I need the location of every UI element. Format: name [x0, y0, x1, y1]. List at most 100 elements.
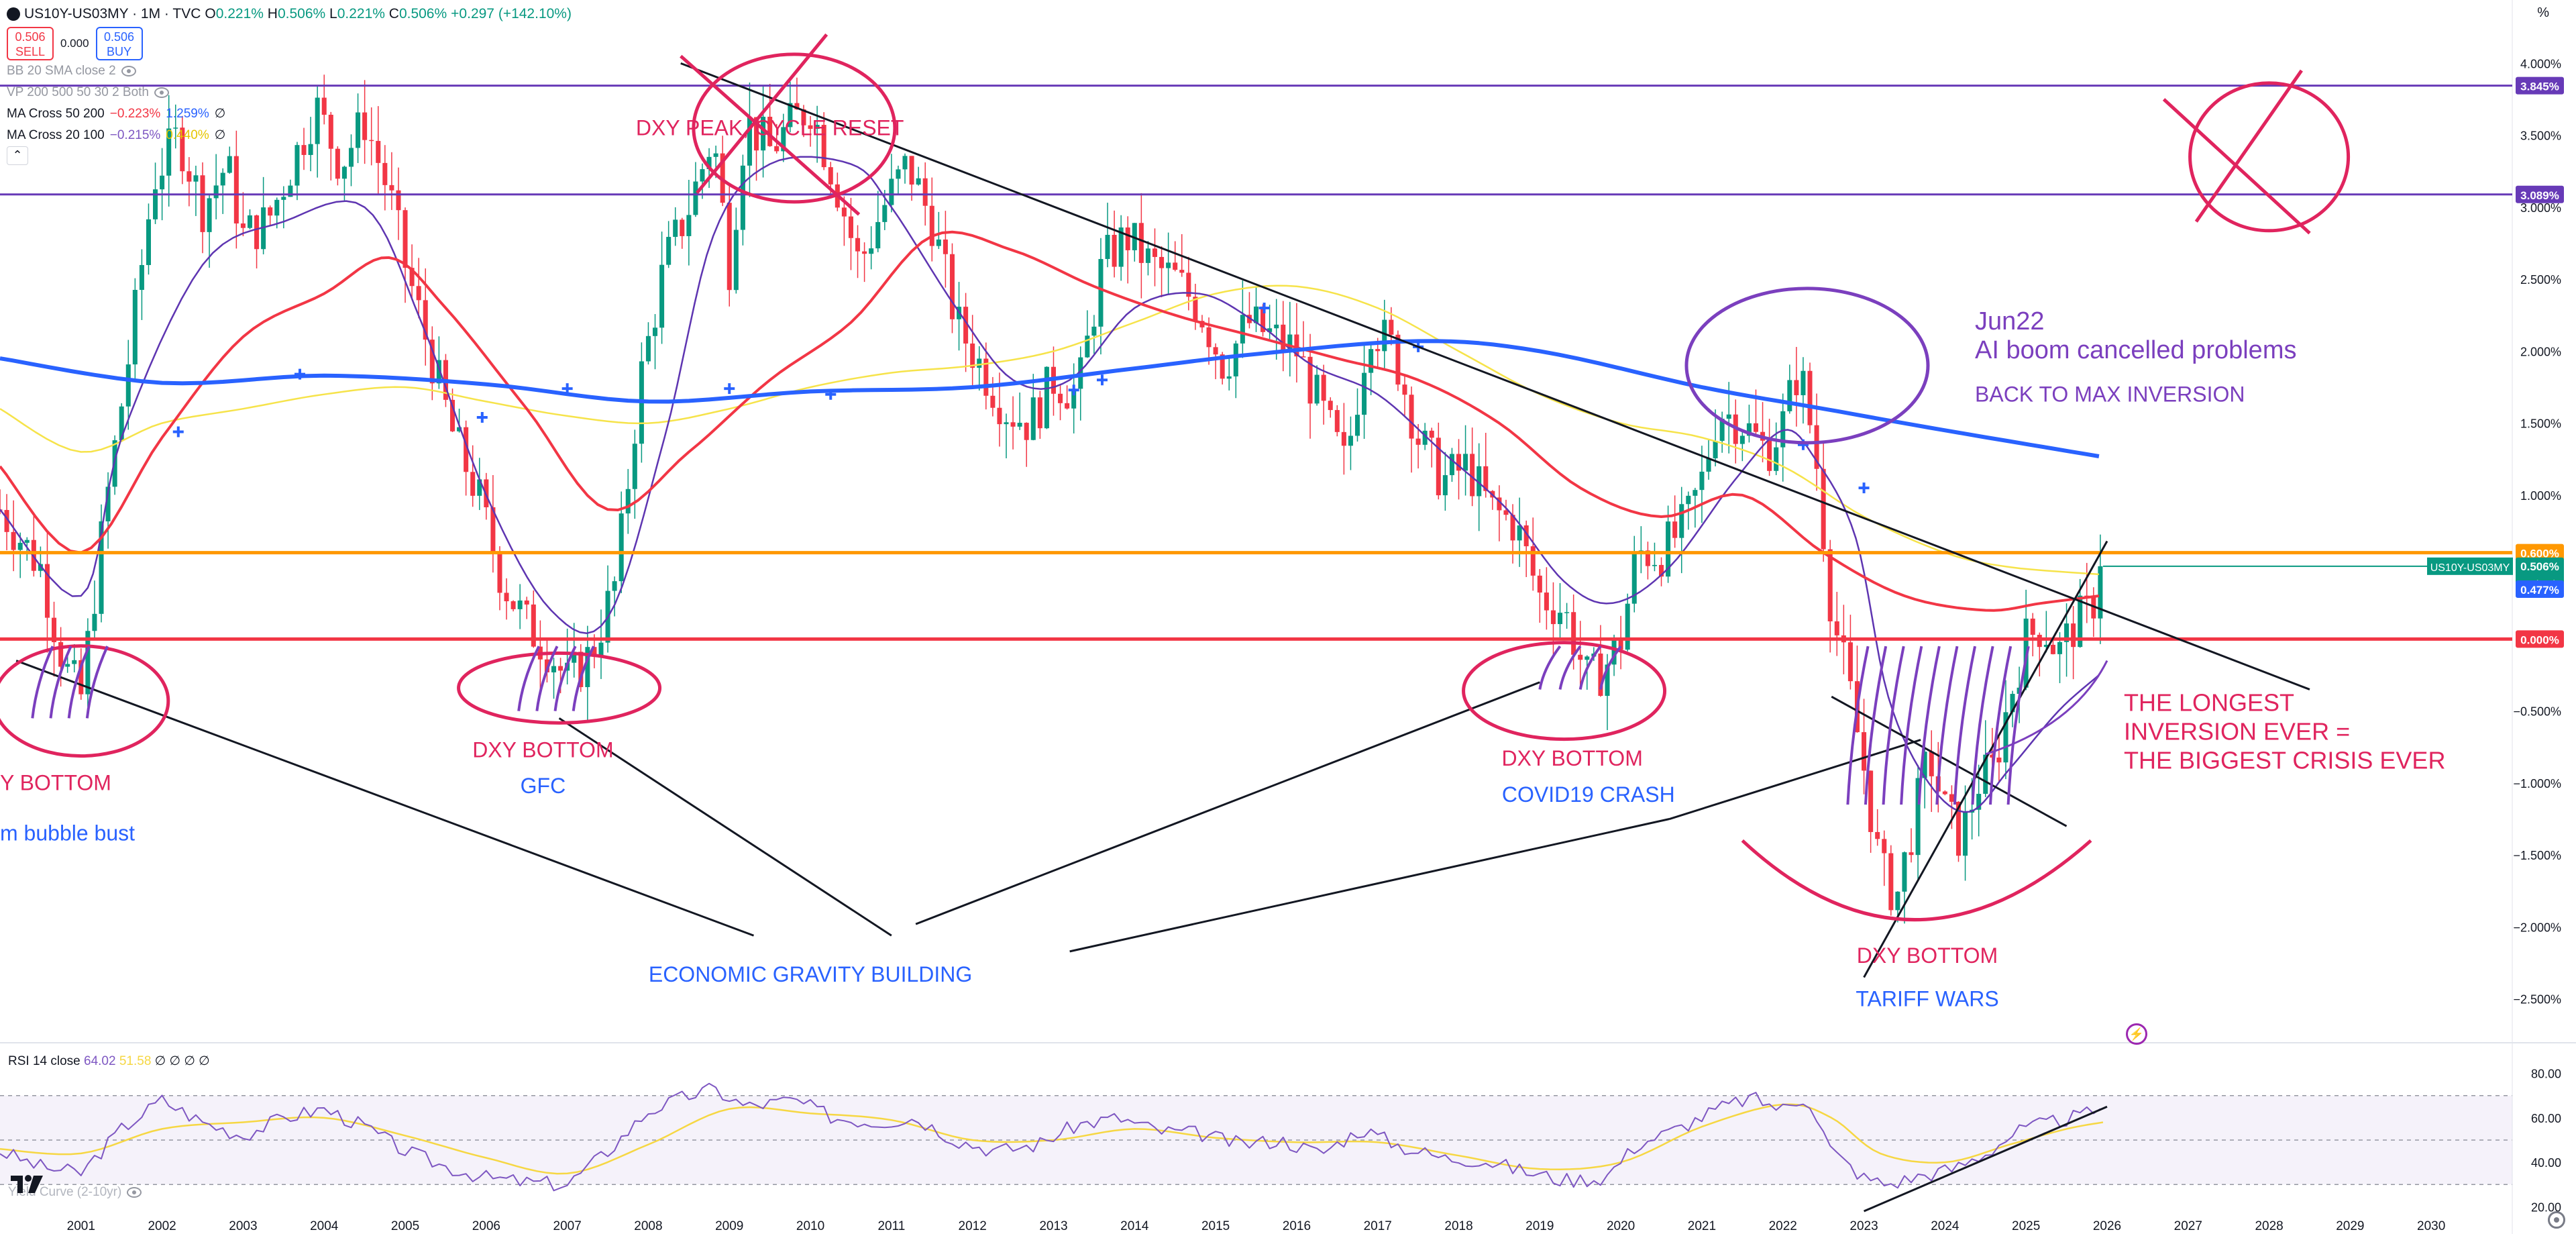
indicator-row[interactable]: MA Cross 50 200 −0.223% 1.259% ∅ [7, 103, 572, 125]
candle-body [200, 175, 205, 232]
collapse-legend-button[interactable]: ⌃ [7, 146, 28, 165]
candle-body [1666, 521, 1671, 577]
sell-button[interactable]: 0.506 SELL [7, 27, 54, 60]
chart-annotation-text: GFC [521, 774, 566, 798]
buy-button[interactable]: 0.506 BUY [95, 27, 143, 60]
ohlc-key-h: H [267, 6, 278, 21]
y-tick-label: −0.500% [2513, 705, 2561, 719]
chart-annotation-text: BACK TO MAX INVERSION [1975, 382, 2245, 406]
eye-icon[interactable] [154, 87, 169, 98]
rsi-pane[interactable]: 80.00 60.00 40.00 20.00 2001 2002 2003 2004 2005… [0, 1042, 2576, 1234]
indicator-list: BB 20 SMA close 2 VP 200 500 50 30 2 Both… [7, 60, 572, 146]
chart-annotation-text: AI boom cancelled problems [1975, 336, 2296, 364]
settings-gear-icon[interactable] [2548, 1211, 2565, 1229]
ma-value-tag [2516, 580, 2564, 599]
hatch-annotation [1935, 646, 1959, 805]
candle-body [666, 237, 672, 265]
level-tag-label: 3.089% [2520, 189, 2559, 202]
eye-icon[interactable] [127, 1187, 142, 1198]
candle-body [105, 486, 111, 521]
hatch-annotation [85, 646, 109, 719]
candle-body [1456, 454, 1462, 471]
candle-body [808, 125, 813, 129]
candle-body [686, 215, 692, 236]
candle-body [1767, 440, 1772, 471]
candle-body [1375, 349, 1381, 352]
hatch-annotation [1917, 646, 1941, 805]
candle-body [1996, 758, 2002, 763]
symbol-title[interactable]: US10Y-US03MY · 1M · TVC [24, 6, 201, 21]
indicator-row[interactable]: VP 200 500 50 30 2 Both [7, 82, 572, 103]
x-tick-label: 2004 [310, 1219, 339, 1233]
candle-body [625, 489, 631, 514]
x-mark-annotation [2162, 69, 2311, 235]
candle-body [700, 169, 705, 182]
candle-body [652, 327, 658, 336]
candle-body [1530, 546, 1536, 576]
candle-body [598, 642, 604, 657]
candle-body [382, 162, 388, 185]
candle-body [902, 156, 908, 170]
candle-body [1382, 319, 1387, 352]
buy-price: 0.506 [104, 30, 135, 44]
indicator-row[interactable]: BB 20 SMA close 2 [7, 60, 572, 82]
scale-unit-label[interactable]: % [2537, 5, 2549, 20]
candle-body [862, 251, 867, 254]
main-price-chart[interactable]: 4.000% 3.500% 3.000% 2.500% 2.000% 1.500% 1.00… [0, 0, 2576, 1042]
rsi-line [0, 1082, 2101, 1192]
candle-body [977, 358, 982, 368]
level-tag-label: 0.600% [2520, 548, 2559, 560]
candle-body [490, 507, 496, 552]
candle-body [1686, 495, 1691, 505]
candle-body [1585, 656, 1590, 660]
candle-body [207, 198, 212, 232]
candle-body [767, 116, 773, 146]
candle-body [1118, 227, 1124, 267]
ohlc-value-o: 0.221% [215, 6, 268, 21]
candle-body [585, 647, 590, 687]
candle-body [160, 175, 165, 190]
candle-body [247, 215, 253, 228]
indicator-value: −0.223% [109, 107, 161, 121]
candle-body [1983, 754, 1988, 794]
x-tick-label: 2008 [634, 1219, 662, 1233]
y-tick-label: −1.500% [2513, 849, 2561, 862]
tradingview-logo-icon[interactable] [9, 1172, 44, 1197]
ohlc-key-l: L [329, 6, 337, 21]
candle-body [517, 600, 523, 609]
candle-body [592, 647, 597, 657]
rsi-legend-value: 64.02 [84, 1054, 116, 1068]
candle-body [38, 564, 43, 571]
candle-body [896, 169, 901, 179]
x-tick-label: 2015 [1201, 1219, 1230, 1233]
indicator-row[interactable]: MA Cross 20 100 −0.215% 0.440% ∅ [7, 125, 572, 146]
candle-body [1368, 349, 1374, 373]
candle-body [1942, 791, 1947, 794]
candle-body [139, 264, 144, 290]
candle-body [1362, 372, 1367, 415]
eye-icon[interactable] [121, 66, 136, 76]
chart-legend: US10Y-US03MY · 1M · TVC O0.221% H0.506% … [7, 4, 572, 165]
candle-body [1334, 410, 1340, 432]
candle-body [2064, 623, 2070, 642]
indicator-value: ∅ [214, 128, 226, 142]
candle-body [1862, 732, 1867, 771]
symbol-line[interactable]: US10Y-US03MY · 1M · TVC O0.221% H0.506% … [7, 4, 572, 24]
candle-body [186, 171, 192, 182]
level-tag [2516, 544, 2564, 562]
x-tick-label: 2025 [2012, 1219, 2040, 1233]
trendline [1863, 540, 2108, 978]
lightning-event-icon[interactable]: ⚡ [2126, 1023, 2147, 1045]
rsi-legend[interactable]: RSI 14 close 64.02 51.58 ∅ ∅ ∅ ∅ [8, 1053, 210, 1069]
candle-body [1990, 754, 1995, 758]
candle-body [1801, 370, 1806, 395]
candle-body [1145, 248, 1150, 263]
candle-body [1955, 801, 1962, 856]
candle-body [1065, 403, 1070, 409]
candle-body [1706, 458, 1711, 472]
candle-body [274, 199, 280, 216]
ma50-line [0, 230, 2100, 612]
y-tick-label: 2.500% [2520, 273, 2561, 287]
pane-separator[interactable] [0, 1042, 2576, 1043]
candle-body [781, 127, 786, 152]
